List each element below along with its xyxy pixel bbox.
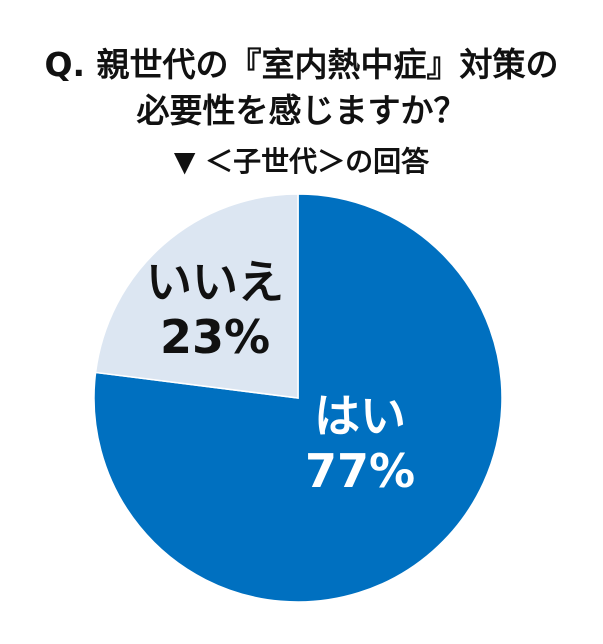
slice-label: いいえ [146, 255, 284, 309]
slice-label: はい [314, 389, 406, 443]
pie-slice-no [94, 193, 299, 399]
chart-title: Q. 親世代の『室内熱中症』対策の [44, 45, 559, 84]
chart-title-line2: 必要性を感じますか？ [136, 91, 467, 130]
slice-value-label: 23% [160, 310, 270, 364]
chart-subtitle: ▼ ＜子世代＞の回答 [173, 145, 430, 178]
slice-value-label: 77% [305, 444, 415, 498]
